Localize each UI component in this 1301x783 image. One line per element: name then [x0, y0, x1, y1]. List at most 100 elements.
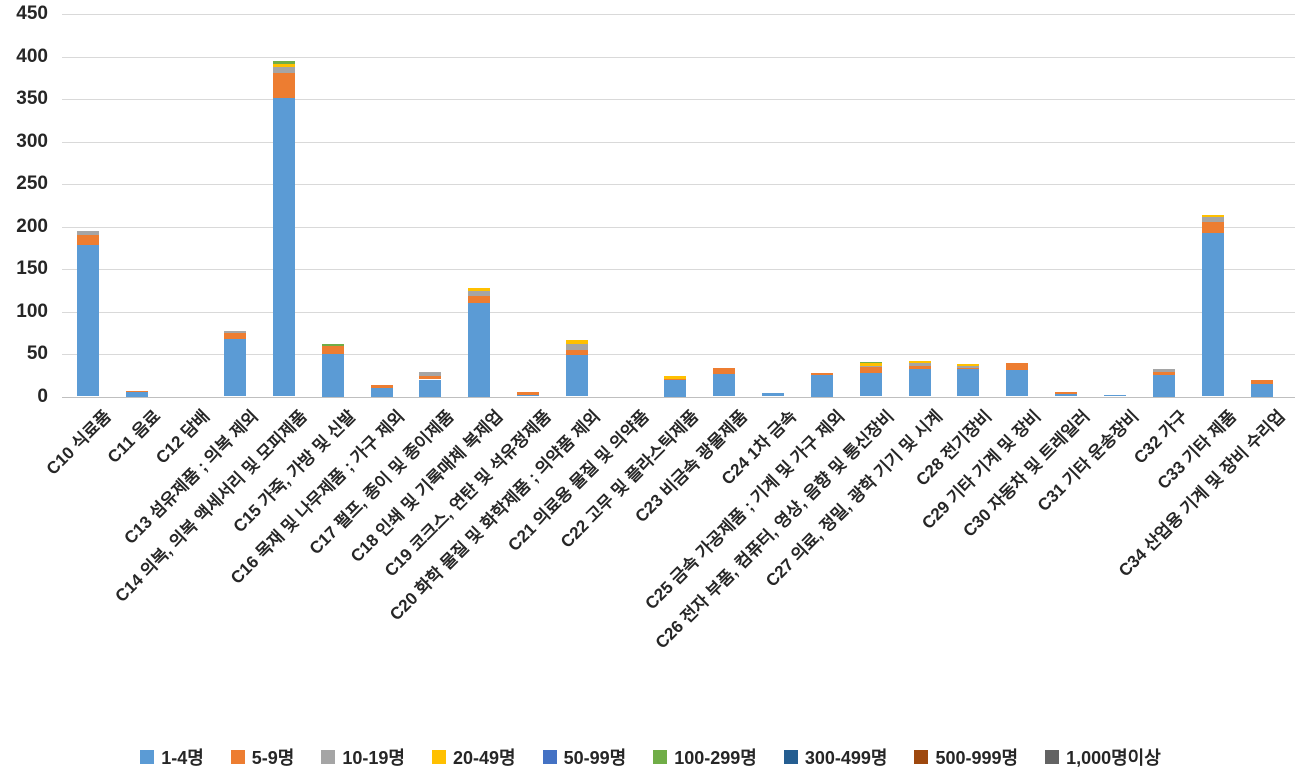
bar-segment — [1202, 217, 1224, 223]
bar-segment — [468, 287, 491, 292]
bar-segment — [859, 361, 882, 363]
gridline — [62, 14, 1295, 15]
bar-segment — [908, 360, 931, 364]
bar-segment — [566, 340, 589, 344]
bar-segment — [125, 392, 148, 397]
legend-item: 20-49명 — [431, 744, 516, 770]
gridline — [62, 184, 1295, 185]
gridline — [62, 226, 1295, 228]
bar-segment — [908, 365, 931, 370]
y-axis-tick-label: 450 — [16, 3, 48, 24]
bar-segment — [859, 372, 882, 397]
y-axis-tick-label: 350 — [16, 88, 48, 109]
bar-segment — [517, 392, 540, 395]
bar-segment — [712, 367, 735, 374]
y-axis-tick-label: 250 — [16, 173, 48, 194]
bar-segment — [957, 364, 980, 366]
bar-segment — [272, 60, 295, 65]
y-axis-tick-label: 50 — [26, 343, 48, 364]
bar-segment — [1202, 222, 1224, 234]
legend-item: 500-999명 — [914, 744, 1018, 770]
legend-item: 300-499명 — [783, 744, 888, 770]
bar-segment — [1153, 369, 1176, 372]
bar-segment — [859, 362, 882, 366]
bar-segment — [957, 365, 980, 368]
bar-segment — [566, 343, 589, 350]
bar-segment — [272, 72, 295, 99]
legend-item: 50-99명 — [542, 744, 627, 770]
legend-item: 100-299명 — [653, 744, 757, 770]
bar-segment — [1055, 392, 1078, 394]
bar-segment — [321, 343, 344, 347]
legend-label: 10-19명 — [342, 748, 405, 768]
bar-segment — [321, 354, 344, 397]
bar-segment — [810, 375, 833, 397]
legend-label: 1,000명이상 — [1066, 748, 1161, 768]
bar-segment — [664, 376, 686, 379]
y-axis-tick-label: 100 — [16, 300, 48, 322]
legend-swatch-icon — [1045, 750, 1060, 764]
bar-segment — [1006, 362, 1029, 371]
gridline — [62, 56, 1295, 58]
legend-swatch-icon — [914, 750, 929, 764]
bar-segment — [468, 303, 491, 397]
bar-segment — [468, 296, 491, 303]
bar-segment — [1006, 370, 1029, 397]
bar-segment — [517, 394, 540, 397]
bar-segment — [223, 331, 246, 333]
bar-segment — [77, 245, 99, 397]
gridline — [62, 141, 1295, 143]
y-axis-tick-label: 400 — [16, 45, 48, 67]
bar-segment — [272, 98, 295, 397]
bar-segment — [908, 363, 931, 366]
y-axis-tick-label: 300 — [16, 130, 48, 152]
legend-label: 1-4명 — [161, 748, 204, 768]
gridline — [62, 99, 1295, 100]
legend-swatch-icon — [140, 750, 155, 764]
bar-segment — [810, 372, 833, 376]
bar-segment — [908, 369, 931, 397]
bar-segment — [1153, 371, 1176, 376]
bar-segment — [419, 376, 442, 380]
legend-item: 1-4명 — [140, 744, 204, 770]
bar-segment — [77, 235, 99, 246]
y-axis-tick-label: 0 — [37, 385, 48, 407]
bar-segment — [419, 371, 442, 377]
legend-swatch-icon — [783, 750, 798, 764]
bar-segment — [223, 332, 246, 339]
bar-segment — [223, 338, 246, 397]
bar-segment — [664, 378, 686, 380]
legend-swatch-icon — [230, 750, 245, 764]
legend-swatch-icon — [431, 750, 446, 764]
bar-segment — [664, 379, 686, 397]
legend-label: 50-99명 — [563, 748, 627, 768]
legend-item: 5-9명 — [230, 744, 295, 770]
legend-swatch-icon — [542, 750, 557, 764]
legend-item: 10-19명 — [321, 744, 405, 770]
bar-segment — [859, 366, 882, 373]
x-axis-category-label: C10 식료품 — [42, 406, 115, 479]
legend-label: 5-9명 — [251, 748, 295, 768]
bar-segment — [1202, 214, 1224, 218]
bar-segment — [1104, 394, 1127, 397]
gridline — [62, 269, 1295, 270]
legend-label: 100-299명 — [674, 748, 757, 768]
bar-segment — [1250, 383, 1273, 397]
legend-item: 1,000명이상 — [1045, 744, 1161, 770]
bar-segment — [859, 365, 882, 367]
bar-segment — [566, 354, 589, 397]
bar-segment — [1055, 393, 1078, 397]
bar-segment — [957, 369, 980, 397]
bar-segment — [712, 373, 735, 397]
legend-label: 300-499명 — [804, 748, 888, 768]
gridline — [62, 311, 1295, 313]
bar-segment — [761, 393, 784, 397]
bar-segment — [370, 388, 393, 397]
legend-swatch-icon — [653, 750, 668, 764]
legend-label: 20-49명 — [452, 748, 516, 768]
bar-segment — [468, 291, 491, 297]
bar-segment — [272, 66, 295, 73]
bar-segment — [77, 230, 99, 236]
legend: 1-4명 5-9명 10-19명 20-49명 50-99명 100-299명 300-49… — [0, 744, 1301, 770]
